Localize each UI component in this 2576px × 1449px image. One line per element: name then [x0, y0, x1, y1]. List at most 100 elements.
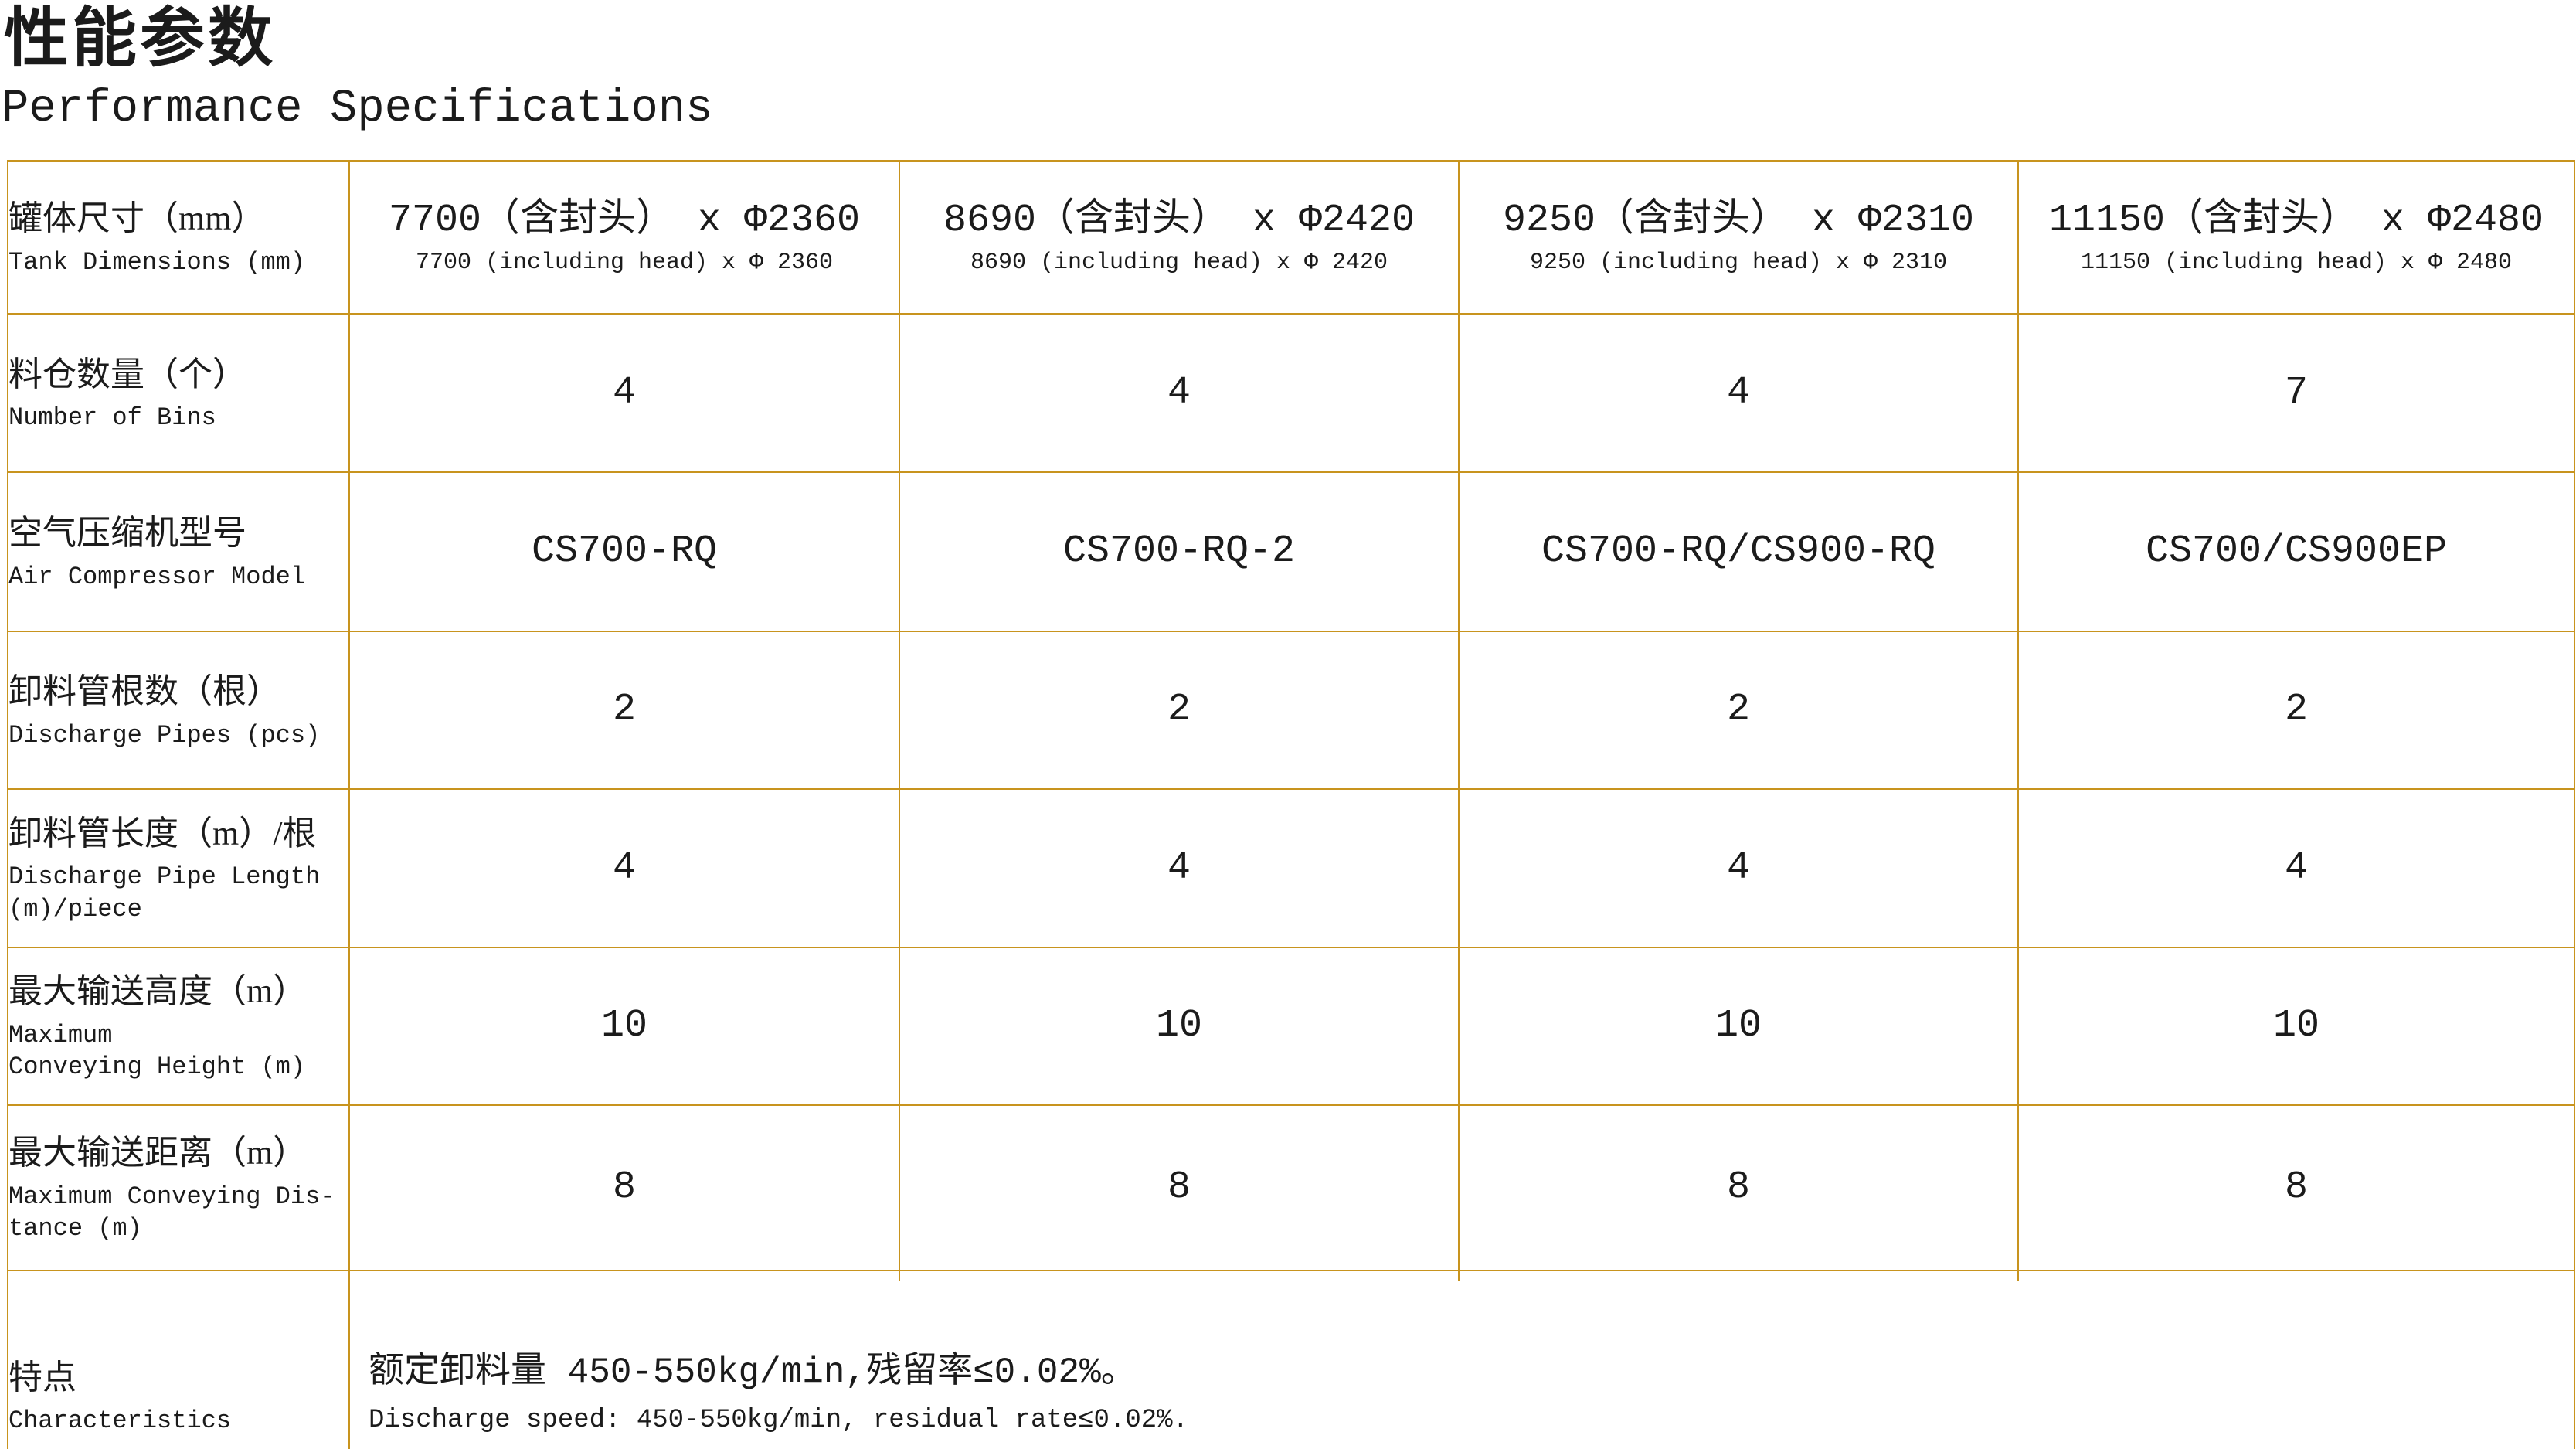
row-label-cn: 空气压缩机型号 — [8, 514, 246, 553]
table-row-conveying-distance: 最大输送距离（m） Maximum Conveying Dis- tance (… — [7, 1104, 2575, 1271]
cell-value: 10 — [1715, 1004, 1762, 1049]
cell-bins-1: 4 — [348, 312, 900, 473]
row-label-conveying-distance: 最大输送距离（m） Maximum Conveying Dis- tance (… — [7, 1104, 350, 1271]
cell-value: 4 — [2284, 845, 2308, 890]
cell-distance-2: 8 — [899, 1104, 1460, 1271]
row-label-characteristics: 特点 Characteristics — [7, 1269, 350, 1449]
cell-value: CS700-RQ/CS900-RQ — [1541, 529, 1936, 574]
row-label-en: Characteristics — [8, 1406, 232, 1436]
cell-value: 4 — [1167, 845, 1191, 890]
row-label-cn: 最大输送距离（m） — [8, 1134, 308, 1172]
table-row-conveying-height: 最大输送高度（m） Maximum Conveying Height (m) 1… — [7, 946, 2575, 1106]
cell-tank-dim-2: 8690（含封头） x Φ2420 8690 (including head) … — [899, 159, 1460, 315]
cell-tank-dim-3: 9250（含封头） x Φ2310 9250 (including head) … — [1458, 159, 2019, 315]
row-label-number-of-bins: 料仓数量（个） Number of Bins — [7, 312, 350, 473]
cell-bins-2: 4 — [899, 312, 1460, 473]
cell-pipes-3: 2 — [1458, 630, 2019, 790]
cell-characteristics: 额定卸料量 450-550kg/min,残留率≤0.02%。 Discharge… — [348, 1269, 2575, 1449]
cell-height-4: 10 — [2017, 946, 2575, 1106]
row-label-conveying-height: 最大输送高度（m） Maximum Conveying Height (m) — [7, 946, 350, 1106]
cell-distance-1: 8 — [348, 1104, 900, 1271]
cell-tank-dim-1: 7700（含封头） x Φ2360 7700 (including head) … — [348, 159, 900, 315]
cell-value: 4 — [612, 370, 636, 415]
cell-bins-3: 4 — [1458, 312, 2019, 473]
table-row-discharge-pipes: 卸料管根数（根） Discharge Pipes (pcs) 2 2 2 2 — [7, 630, 2575, 790]
table-row-tank-dimensions: 罐体尺寸（mm） Tank Dimensions (mm) 7700（含封头） … — [7, 159, 2575, 315]
row-label-discharge-pipes: 卸料管根数（根） Discharge Pipes (pcs) — [7, 630, 350, 790]
cell-pipes-1: 2 — [348, 630, 900, 790]
cell-value: 2 — [2284, 688, 2308, 733]
row-label-tank-dimensions: 罐体尺寸（mm） Tank Dimensions (mm) — [7, 159, 350, 315]
cell-value: 2 — [612, 688, 636, 733]
cell-value: 10 — [2272, 1004, 2319, 1049]
cell-value-en: 9250 (including head) x Φ 2310 — [1529, 249, 1948, 276]
row-label-cn: 卸料管根数（根） — [8, 672, 280, 711]
cell-height-3: 10 — [1458, 946, 2019, 1106]
cell-value-cn: 11150（含封头） x Φ2480 — [2048, 199, 2544, 243]
cell-value: 8 — [612, 1165, 636, 1210]
cell-value: 8 — [2284, 1165, 2308, 1210]
row-label-cn: 卸料管长度（m）/根 — [8, 814, 317, 852]
row-label-en: Tank Dimensions (mm) — [8, 247, 306, 277]
row-label-cn: 料仓数量（个） — [8, 355, 246, 393]
cell-value: 2 — [1167, 688, 1191, 733]
cell-value-cn: 9250（含封头） x Φ2310 — [1502, 199, 1975, 243]
row-label-en: Discharge Pipe Length (m)/piece — [8, 862, 321, 923]
cell-compressor-1: CS700-RQ — [348, 471, 900, 632]
cell-value: 2 — [1726, 688, 1750, 733]
page-header: 性能参数 Performance Specifications — [0, 3, 2576, 134]
page-title-english: Performance Specifications — [2, 82, 713, 134]
characteristics-text-cn: 额定卸料量 450-550kg/min,残留率≤0.02%。 — [369, 1352, 1137, 1393]
grid-stub — [2017, 1270, 2019, 1281]
cell-value-en: 8690 (including head) x Φ 2420 — [970, 249, 1388, 276]
cell-height-1: 10 — [348, 946, 900, 1106]
cell-value: 4 — [1726, 370, 1750, 415]
cell-value: 4 — [1726, 845, 1750, 890]
row-label-en: Number of Bins — [8, 403, 216, 433]
cell-value-cn: 8690（含封头） x Φ2420 — [943, 199, 1415, 243]
cell-tank-dim-4: 11150（含封头） x Φ2480 11150 (including head… — [2017, 159, 2575, 315]
table-row-number-of-bins: 料仓数量（个） Number of Bins 4 4 4 7 — [7, 312, 2575, 473]
cell-value: 8 — [1167, 1165, 1191, 1210]
cell-distance-3: 8 — [1458, 1104, 2019, 1271]
performance-spec-table: 罐体尺寸（mm） Tank Dimensions (mm) 7700（含封头） … — [7, 159, 2575, 1449]
row-label-en: Maximum Conveying Height (m) — [8, 1020, 306, 1082]
cell-value-en: 11150 (including head) x Φ 2480 — [2080, 249, 2513, 276]
characteristics-text-en: Discharge speed: 450-550kg/min, residual… — [369, 1405, 1188, 1435]
row-label-cn: 罐体尺寸（mm） — [8, 199, 266, 238]
cell-compressor-3: CS700-RQ/CS900-RQ — [1458, 471, 2019, 632]
cell-pipes-2: 2 — [899, 630, 1460, 790]
cell-pipes-4: 2 — [2017, 630, 2575, 790]
cell-value: 8 — [1726, 1165, 1750, 1210]
cell-value: CS700-RQ-2 — [1062, 529, 1296, 574]
cell-value-en: 7700 (including head) x Φ 2360 — [415, 249, 834, 276]
table-row-characteristics: 特点 Characteristics 额定卸料量 450-550kg/min,残… — [7, 1269, 2575, 1449]
row-label-en: Air Compressor Model — [8, 562, 306, 591]
row-label-en: Maximum Conveying Dis- tance (m) — [8, 1182, 335, 1243]
grid-stub — [1458, 1270, 1460, 1281]
row-label-compressor-model: 空气压缩机型号 Air Compressor Model — [7, 471, 350, 632]
table-row-compressor-model: 空气压缩机型号 Air Compressor Model CS700-RQ CS… — [7, 471, 2575, 632]
row-label-en: Discharge Pipes (pcs) — [8, 720, 321, 750]
cell-pipe-length-2: 4 — [899, 787, 1460, 948]
cell-bins-4: 7 — [2017, 312, 2575, 473]
cell-pipe-length-1: 4 — [348, 787, 900, 948]
cell-value-cn: 7700（含封头） x Φ2360 — [388, 199, 861, 243]
cell-pipe-length-3: 4 — [1458, 787, 2019, 948]
page-title-chinese: 性能参数 — [4, 3, 277, 75]
cell-value: 4 — [1167, 370, 1191, 415]
row-label-pipe-length: 卸料管长度（m）/根 Discharge Pipe Length (m)/pie… — [7, 787, 350, 948]
cell-compressor-2: CS700-RQ-2 — [899, 471, 1460, 632]
cell-value: 7 — [2284, 370, 2308, 415]
cell-pipe-length-4: 4 — [2017, 787, 2575, 948]
grid-stub — [899, 1270, 900, 1281]
cell-value: 4 — [612, 845, 636, 890]
cell-value: CS700/CS900EP — [2145, 529, 2448, 574]
cell-height-2: 10 — [899, 946, 1460, 1106]
cell-value: 10 — [1155, 1004, 1202, 1049]
cell-compressor-4: CS700/CS900EP — [2017, 471, 2575, 632]
row-label-cn: 特点 — [8, 1358, 76, 1396]
row-label-cn: 最大输送高度（m） — [8, 972, 308, 1011]
cell-distance-4: 8 — [2017, 1104, 2575, 1271]
cell-value: CS700-RQ — [531, 529, 718, 574]
